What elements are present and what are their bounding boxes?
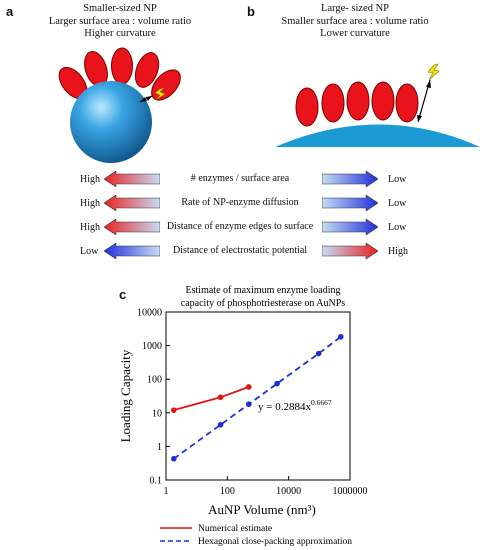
chart-series (171, 333, 344, 462)
row-3-left-value: High (80, 222, 100, 233)
panel-b-caption-line-3: Lower curvature (320, 28, 390, 39)
panel-c-letter: c (119, 287, 127, 302)
enzyme-ellipse (395, 83, 419, 123)
row-1-left-value: High (80, 174, 100, 185)
y-tick-label: 1000 (142, 341, 162, 352)
lightning-icon (427, 63, 440, 81)
large-nanoparticle-surface (275, 124, 480, 147)
row-4-left-arrow (104, 243, 160, 259)
legend-label-hexagonal: Hexagonal close-packing approximation (198, 537, 352, 547)
panel-b-letter: b (247, 4, 255, 19)
large-np-illustration (275, 63, 480, 147)
lightning-icon (154, 87, 166, 101)
series-line-numerical (173, 386, 250, 411)
data-point-numerical (245, 384, 252, 390)
enzyme-ellipse (134, 52, 160, 88)
enzyme-ellipse (346, 81, 370, 121)
row-4-right-value: High (388, 246, 408, 257)
fit-equation: y = 0.2884x0.6667 (258, 398, 332, 413)
y-tick-label: 100 (147, 375, 162, 386)
row-2-left-arrow (104, 195, 160, 211)
comparison-table: High # enzymes / surface area Low High R… (0, 168, 480, 278)
row-3-right-arrow (322, 219, 378, 235)
data-point-numerical (171, 407, 177, 413)
row-2-label: Rate of NP-enzyme diffusion (181, 197, 299, 208)
plot-frame (165, 311, 351, 481)
data-point-hexagonal (337, 333, 344, 340)
panel-a-letter: a (6, 4, 14, 19)
x-axis-label: AuNP Volume (nm³) (208, 502, 316, 517)
x-tick-label: 1 (164, 486, 169, 497)
row-1-left-arrow (104, 171, 160, 187)
y-tick-label: 10 (152, 408, 162, 419)
y-axis-label: Loading Capacity (118, 349, 133, 442)
x-tick-label: 100 (220, 486, 235, 497)
data-point-hexagonal (217, 421, 224, 428)
series-line-hexagonal (173, 336, 342, 460)
data-point-hexagonal (315, 350, 322, 357)
panel-a-caption: Smaller-sized NP Larger surface area : v… (40, 3, 200, 41)
panel-a-caption-line-1: Smaller-sized NP (83, 3, 157, 14)
panel-b-caption: Large- sized NP Smaller surface area : v… (275, 3, 435, 41)
x-tick-label: 10000 (276, 486, 301, 497)
row-2-left-value: High (80, 198, 100, 209)
row-4-right-arrow (322, 243, 378, 259)
data-point-hexagonal (171, 455, 177, 462)
row-2-right-value: Low (388, 198, 407, 209)
small-nanoparticle-sphere (70, 81, 152, 163)
data-point-numerical (217, 394, 224, 401)
y-tick-label: 0.1 (150, 476, 163, 487)
y-tick-label: 10000 (137, 308, 162, 319)
row-4-label: Distance of electrostatic potential (172, 245, 308, 256)
row-1-label: # enzymes / surface area (190, 173, 290, 184)
panel-b-caption-line-1: Large- sized NP (320, 3, 390, 14)
small-np-illustration (58, 47, 181, 163)
data-point-hexagonal (274, 380, 280, 387)
chart-title-line-1: Estimate of maximum enzyme loading (186, 285, 341, 296)
fit-equation-base: y = 0.2884x (258, 401, 311, 413)
enzyme-ellipse (371, 81, 395, 121)
data-point-hexagonal (245, 401, 252, 408)
panel-b-caption-line-2: Smaller surface area : volume ratio (281, 15, 429, 27)
panel-a-caption-line-3: Higher curvature (84, 28, 156, 39)
row-2-right-arrow (322, 195, 378, 211)
enzyme-ellipse (295, 87, 319, 127)
row-3-right-value: Low (388, 222, 407, 233)
chart-title-line-2: capacity of phosphotriesterase on AuNPs (181, 298, 346, 309)
panel-a-caption-line-2: Larger surface area : volume ratio (48, 15, 192, 27)
y-tick-label: 1 (157, 442, 162, 453)
row-1-right-arrow (322, 171, 378, 187)
x-tick-label: 1000000 (333, 486, 368, 497)
row-3-left-arrow (104, 219, 160, 235)
row-3-label: Distance of enzyme edges to surface (166, 221, 314, 232)
row-4-left-value: Low (80, 246, 99, 257)
legend-label-numerical: Numerical estimate (198, 524, 272, 534)
row-1-right-value: Low (388, 174, 407, 185)
fit-equation-exponent: 0.6667 (311, 398, 332, 407)
enzyme-ellipse (321, 83, 345, 123)
